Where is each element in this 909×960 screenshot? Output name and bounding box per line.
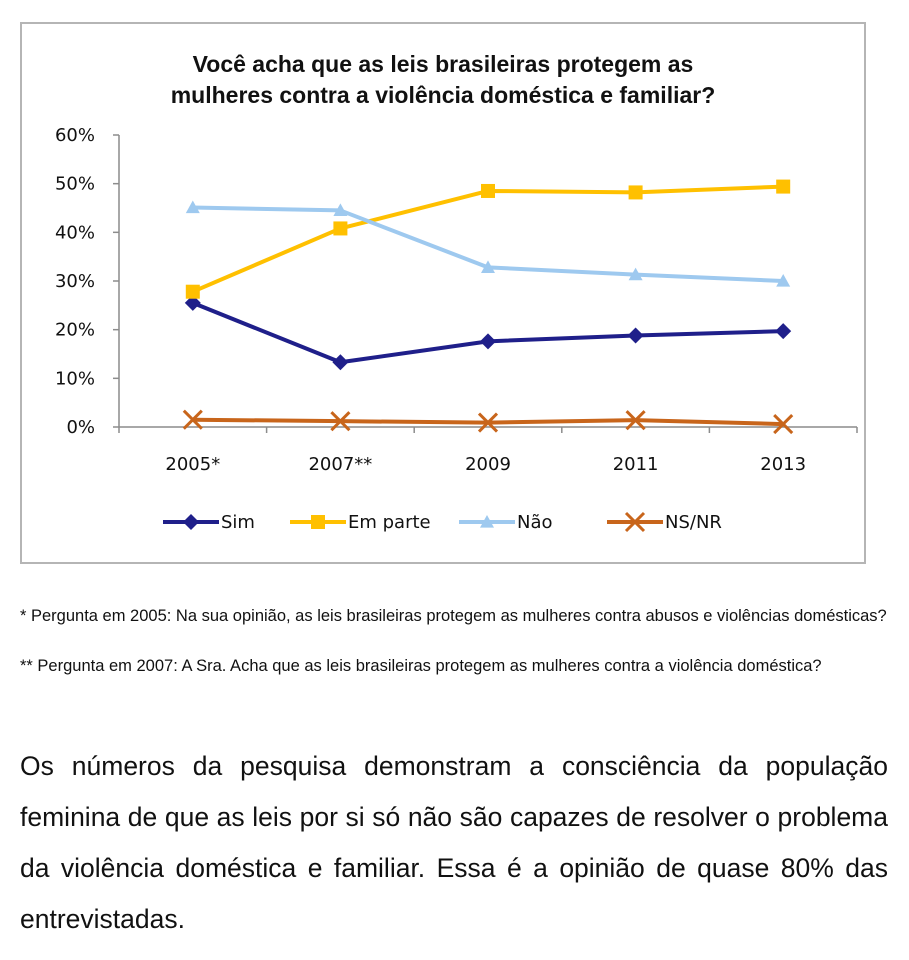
legend-item-ns-nr: NS/NR <box>607 511 722 533</box>
legend-marker-sim <box>183 514 199 530</box>
y-tick-label: 60% <box>55 125 95 146</box>
chart-title-line-1: Você acha que as leis brasileiras proteg… <box>193 51 694 77</box>
series-n-o <box>185 200 791 287</box>
legend-marker-ns-nr <box>624 511 646 533</box>
data-point-n-o <box>185 200 200 214</box>
series-em-parte <box>185 179 791 299</box>
axes: 0% 10% 20% 30% 40% 50% 60% 2005* 2007** 2009 2011 2… <box>55 125 858 475</box>
legend-label-em-parte: Em parte <box>348 512 431 533</box>
y-tick-label: 20% <box>55 320 95 341</box>
data-point-sim <box>332 354 349 371</box>
legend: Sim Em parte Não NS/NR <box>163 511 722 533</box>
y-tick-label: 30% <box>55 271 95 292</box>
x-tick-label: 2009 <box>465 454 511 475</box>
y-tick-label: 40% <box>55 222 95 243</box>
data-point-sim <box>627 327 644 344</box>
data-point-ns-nr <box>773 414 794 435</box>
series-lines <box>182 179 794 435</box>
y-tick-label: 10% <box>55 368 95 389</box>
body-paragraph: Os números da pesquisa demonstram a cons… <box>20 751 888 934</box>
series-line-sim <box>192 301 784 365</box>
legend-item-sim: Sim <box>163 512 255 533</box>
legend-marker-em-parte <box>311 515 325 529</box>
data-point-em-parte <box>333 221 348 236</box>
data-point-n-o <box>776 274 791 287</box>
x-tick-label: 2007** <box>308 454 372 475</box>
data-point-em-parte <box>481 183 495 198</box>
legend-label-n-o: Não <box>517 512 553 533</box>
x-tick-label: 2013 <box>760 454 806 475</box>
y-tick-label: 50% <box>55 174 95 195</box>
legend-label-ns-nr: NS/NR <box>665 512 722 533</box>
footnote-2005: * Pergunta em 2005: Na sua opinião, as l… <box>20 607 887 625</box>
line-chart: Você acha que as leis brasileiras proteg… <box>55 51 858 533</box>
series-ns-nr <box>182 409 794 435</box>
data-point-ns-nr <box>625 410 646 431</box>
data-point-sim <box>775 323 792 340</box>
series-sim <box>184 294 792 371</box>
x-tick-label: 2005* <box>165 454 220 475</box>
footnote-2007: ** Pergunta em 2007: A Sra. Acha que as … <box>20 657 822 675</box>
chart-title-line-2: mulheres contra a violência doméstica e … <box>171 82 716 108</box>
data-point-n-o <box>333 203 348 217</box>
data-point-em-parte <box>628 185 643 200</box>
legend-label-sim: Sim <box>221 512 255 533</box>
legend-marker-n-o <box>480 515 494 528</box>
data-point-ns-nr <box>477 412 499 433</box>
data-point-ns-nr <box>330 411 351 432</box>
data-point-n-o <box>481 260 495 273</box>
data-point-sim <box>480 333 496 350</box>
chart-frame: Você acha que as leis brasileiras proteg… <box>20 22 866 564</box>
data-point-em-parte <box>185 284 200 299</box>
data-point-em-parte <box>776 179 791 194</box>
y-tick-label: 0% <box>66 417 95 438</box>
legend-item-em-parte: Em parte <box>290 512 431 533</box>
x-tick-label: 2011 <box>613 454 659 475</box>
data-point-n-o <box>628 267 643 281</box>
data-point-ns-nr <box>182 409 203 430</box>
data-point-sim <box>184 294 201 311</box>
legend-item-n-o: Não <box>459 512 553 533</box>
